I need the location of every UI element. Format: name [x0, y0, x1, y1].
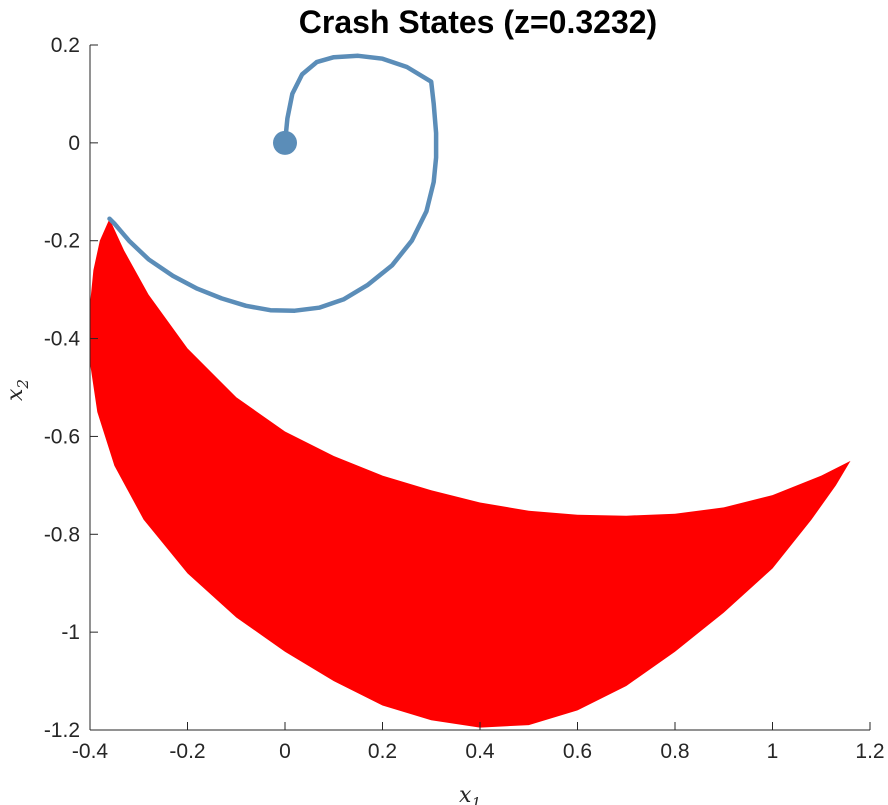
- y-axis-label: x2: [3, 379, 32, 401]
- y-tick-label: -0.4: [44, 328, 81, 351]
- x-tick-label: 1.2: [855, 740, 884, 763]
- x-tick-label: 0: [279, 740, 291, 763]
- x-tick-label: 1: [767, 740, 779, 763]
- y-tick-label: 0: [68, 132, 80, 155]
- plot-area: [90, 53, 851, 728]
- y-tick-label: 0.2: [51, 34, 80, 57]
- start-marker: [273, 130, 297, 155]
- x-tick-label: -0.4: [72, 740, 109, 763]
- y-tick-label: -1.2: [44, 719, 80, 742]
- y-tick-label: -0.2: [44, 230, 80, 253]
- x-tick-label: 0.4: [465, 740, 495, 763]
- trajectory-line: [107, 53, 439, 313]
- x-ticks: -0.4 -0.2 0 0.2 0.4 0.6 0.8 1 1.2: [72, 722, 885, 763]
- x-tick-label: 0.2: [368, 740, 397, 763]
- x-axis-label: x1: [459, 783, 481, 805]
- y-ticks: 0.2 0 -0.2 -0.4 -0.6 -0.8 -1 -1.2: [44, 34, 98, 742]
- x-tick-label: -0.2: [169, 740, 205, 763]
- crash-region: [90, 218, 851, 728]
- y-tick-label: -0.6: [44, 425, 80, 448]
- x-tick-label: 0.8: [660, 740, 689, 763]
- y-tick-label: -1: [61, 621, 80, 644]
- chart-title: Crash States (z=0.3232): [299, 4, 657, 40]
- x-tick-label: 0.6: [563, 740, 592, 763]
- y-tick-label: -0.8: [44, 523, 80, 546]
